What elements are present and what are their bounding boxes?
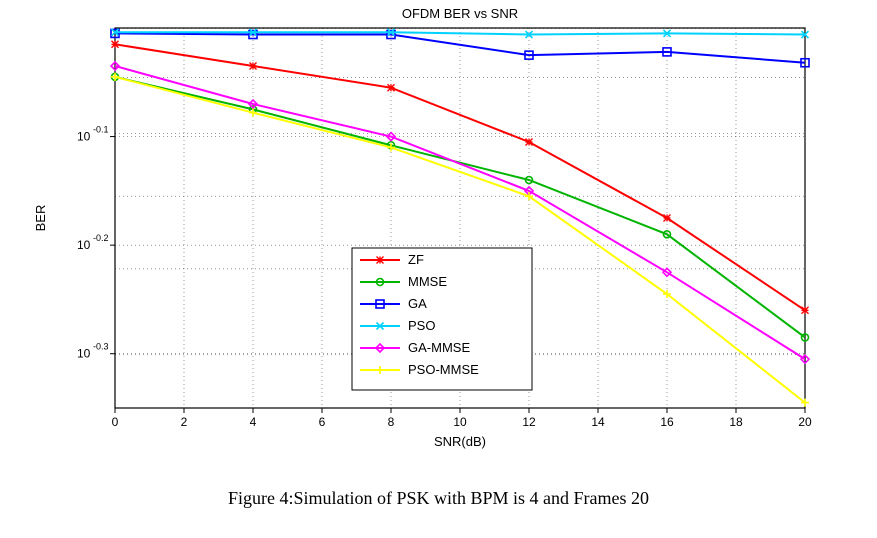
svg-text:4: 4 xyxy=(250,415,257,429)
svg-text:12: 12 xyxy=(522,415,536,429)
svg-text:-0.1: -0.1 xyxy=(93,125,109,135)
svg-text:-0.2: -0.2 xyxy=(93,233,109,243)
svg-text:6: 6 xyxy=(319,415,326,429)
svg-text:14: 14 xyxy=(591,415,605,429)
svg-text:-0.3: -0.3 xyxy=(93,342,109,352)
svg-text:MMSE: MMSE xyxy=(408,274,447,289)
svg-text:2: 2 xyxy=(181,415,188,429)
svg-text:10: 10 xyxy=(77,238,91,252)
svg-text:OFDM BER vs SNR: OFDM BER vs SNR xyxy=(402,6,518,21)
svg-text:GA: GA xyxy=(408,296,427,311)
svg-text:10: 10 xyxy=(77,347,91,361)
svg-text:GA-MMSE: GA-MMSE xyxy=(408,340,470,355)
svg-text:SNR(dB): SNR(dB) xyxy=(434,434,486,449)
svg-text:18: 18 xyxy=(729,415,743,429)
ber-vs-snr-chart: 0246810121416182010-0.110-0.210-0.3SNR(d… xyxy=(0,0,877,460)
svg-text:16: 16 xyxy=(660,415,674,429)
svg-text:PSO-MMSE: PSO-MMSE xyxy=(408,362,479,377)
svg-text:ZF: ZF xyxy=(408,252,424,267)
svg-text:8: 8 xyxy=(388,415,395,429)
svg-text:10: 10 xyxy=(77,130,91,144)
figure-caption: Figure 4:Simulation of PSK with BPM is 4… xyxy=(0,488,877,509)
svg-text:10: 10 xyxy=(453,415,467,429)
figure-container: { "title": "OFDM BER vs SNR", "xlabel": … xyxy=(0,0,877,538)
svg-text:20: 20 xyxy=(798,415,812,429)
svg-text:0: 0 xyxy=(112,415,119,429)
svg-text:BER: BER xyxy=(33,205,48,232)
svg-text:PSO: PSO xyxy=(408,318,435,333)
